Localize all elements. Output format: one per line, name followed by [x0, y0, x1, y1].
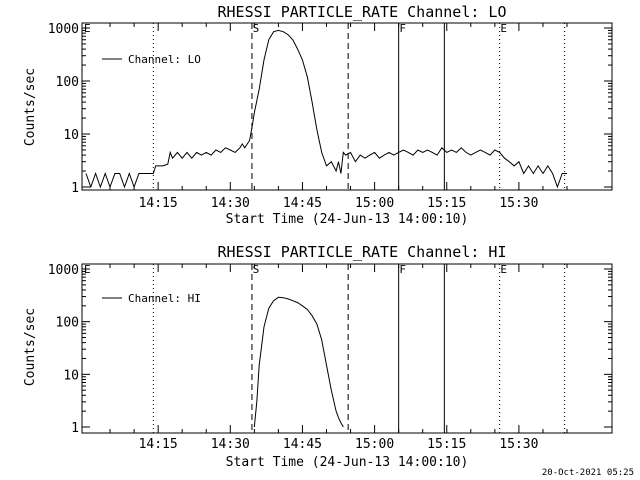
panel-hi-title: RHESSI PARTICLE_RATE Channel: HI [218, 243, 507, 261]
panel-lo-x-ticks: 14:15 14:30 14:45 15:00 15:15 15:30 [139, 196, 539, 211]
event-marker-label: F [399, 263, 406, 276]
x-tick-label: 15:00 [355, 196, 394, 211]
panel-hi-plot-frame [81, 263, 613, 434]
y-tick-label: 1000 [48, 263, 79, 278]
start-marker-label: E [84, 22, 91, 35]
x-tick-label: 14:15 [139, 437, 178, 452]
y-tick-label: 1000 [48, 22, 79, 37]
panel-lo-y-ticks: 1 10 100 1000 [48, 22, 79, 196]
footer-timestamp: 20-Oct-2021 05:25 [541, 468, 634, 478]
start-marker-label: E [84, 263, 91, 276]
panel-lo: RHESSI PARTICLE_RATE Channel: LO 1101001… [23, 3, 613, 227]
panel-hi-legend-label: Channel: HI [128, 292, 201, 305]
event-marker-label: E [500, 22, 507, 35]
y-tick-label: 1 [71, 421, 79, 436]
panel-hi-legend: Channel: HI [102, 292, 201, 305]
x-tick-label: 15:30 [499, 196, 538, 211]
y-tick-label: 100 [56, 75, 79, 90]
series-line-hi [253, 296, 344, 428]
event-marker-label: E [500, 263, 507, 276]
x-tick-label: 14:30 [211, 196, 250, 211]
panel-hi: RHESSI PARTICLE_RATE Channel: HI 1101001… [23, 243, 613, 470]
event-marker-label: S [253, 263, 260, 276]
panel-lo-plot-frame [81, 22, 613, 191]
panel-hi-x-label: Start Time (24-Jun-13 14:00:10) [226, 455, 469, 470]
panel-lo-legend-label: Channel: LO [128, 53, 201, 66]
x-tick-label: 15:15 [427, 196, 466, 211]
panel-hi-y-label: Counts/sec [23, 308, 38, 386]
y-tick-label: 10 [63, 368, 79, 383]
panel-hi-x-ticks: 14:15 14:30 14:45 15:00 15:15 15:30 [139, 437, 539, 452]
panel-lo-x-label: Start Time (24-Jun-13 14:00:10) [226, 212, 469, 227]
y-tick-label: 100 [56, 316, 79, 331]
x-tick-label: 15:15 [427, 437, 466, 452]
series-line-lo [85, 29, 567, 189]
event-marker-label: S [253, 22, 260, 35]
x-tick-label: 14:45 [283, 437, 322, 452]
panel-lo-legend: Channel: LO [102, 53, 201, 66]
x-tick-label: 14:15 [139, 196, 178, 211]
x-tick-label: 14:45 [283, 196, 322, 211]
event-marker-label: F [399, 22, 406, 35]
panel-hi-y-ticks: 1 10 100 1000 [48, 263, 79, 436]
y-tick-label: 10 [63, 128, 79, 143]
y-tick-label: 1 [71, 181, 79, 196]
x-tick-label: 15:00 [355, 437, 394, 452]
panel-lo-title: RHESSI PARTICLE_RATE Channel: LO [218, 3, 507, 21]
x-tick-label: 15:30 [499, 437, 538, 452]
panel-lo-y-label: Counts/sec [23, 68, 38, 146]
x-tick-label: 14:30 [211, 437, 250, 452]
